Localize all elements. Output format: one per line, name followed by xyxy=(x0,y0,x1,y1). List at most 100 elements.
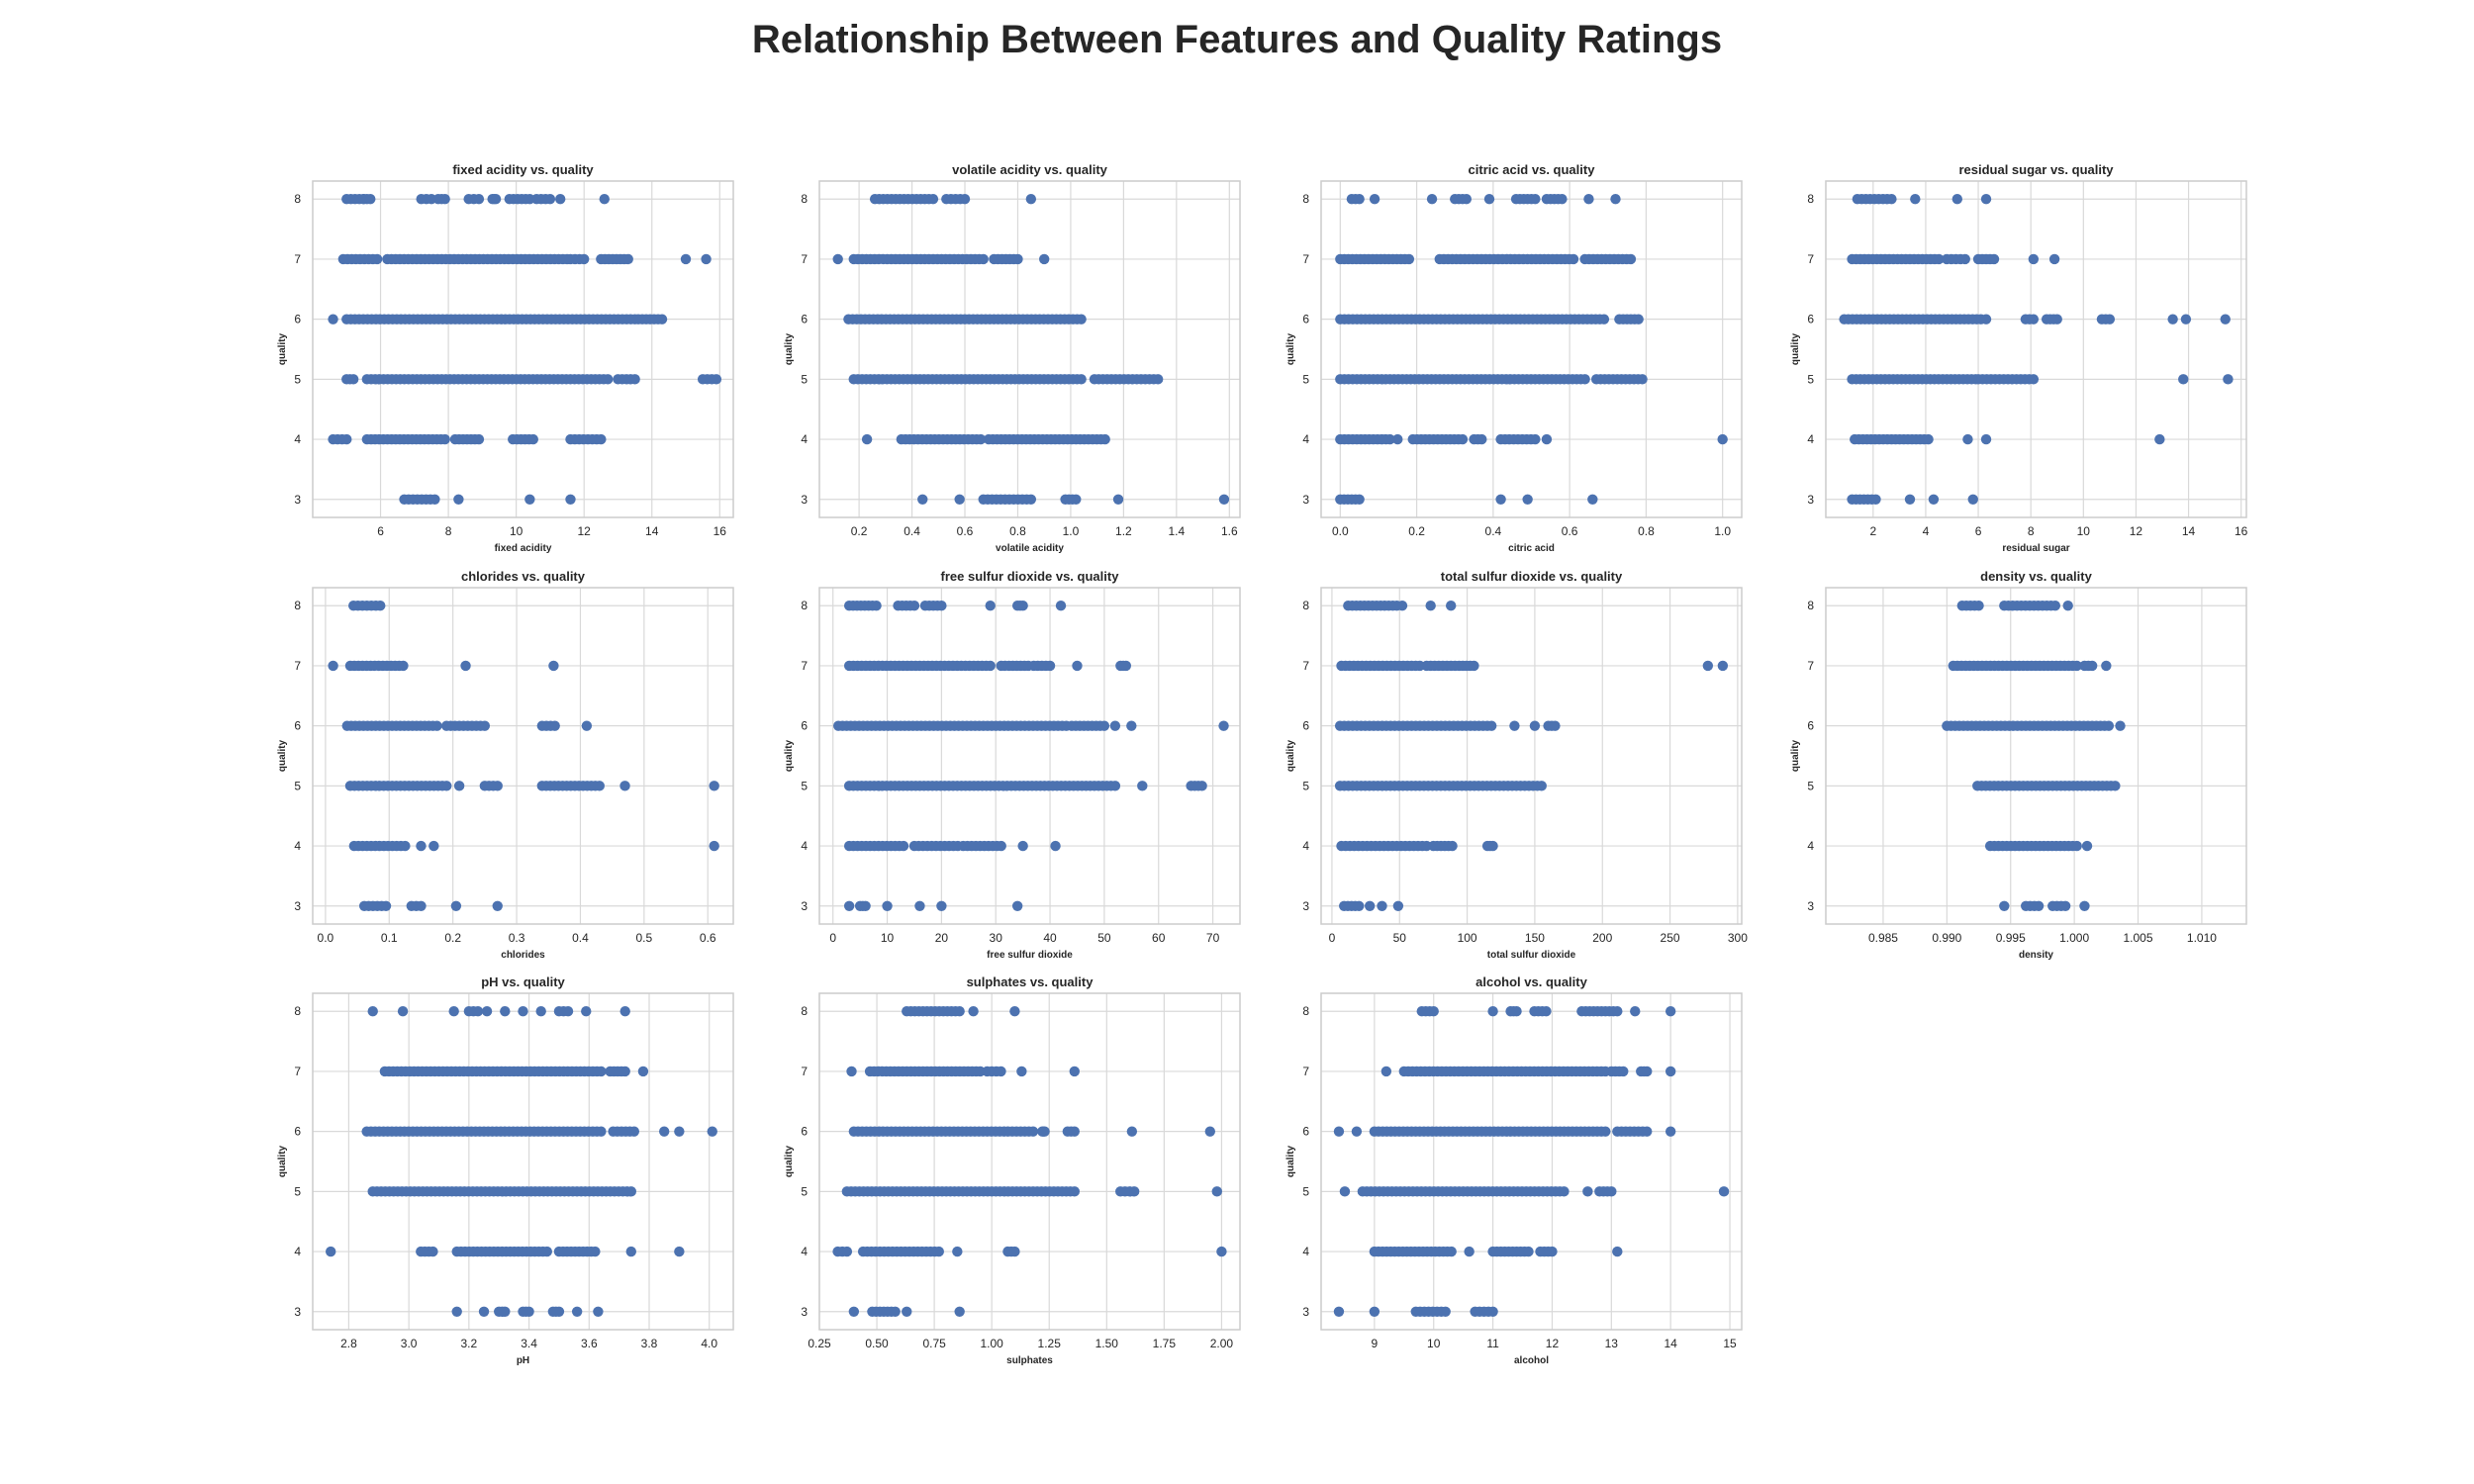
data-point xyxy=(1039,253,1050,265)
data-point xyxy=(1910,194,1921,205)
data-point xyxy=(2103,720,2115,731)
data-point xyxy=(555,194,566,205)
data-point xyxy=(1445,601,1457,611)
y-tick-label: 5 xyxy=(801,1184,808,1198)
y-tick-label: 7 xyxy=(1302,1065,1309,1078)
x-tick-label: 0.985 xyxy=(1868,931,1898,945)
data-point xyxy=(2071,840,2082,852)
x-tick-label: 0.2 xyxy=(851,524,868,538)
data-point xyxy=(968,1006,979,1017)
y-axis-label: quality xyxy=(1285,739,1296,772)
y-axis-label: quality xyxy=(277,1145,288,1177)
data-point xyxy=(1120,660,1132,672)
y-axis-label: quality xyxy=(1285,332,1296,365)
data-point xyxy=(832,253,843,265)
data-point xyxy=(490,194,502,205)
data-point xyxy=(2049,601,2061,611)
data-point xyxy=(1618,1066,1629,1077)
data-point xyxy=(1457,433,1469,445)
data-point xyxy=(709,840,719,852)
data-point xyxy=(2059,900,2071,911)
data-point xyxy=(479,720,491,731)
x-tick-label: 50 xyxy=(1393,931,1407,945)
y-tick-label: 8 xyxy=(801,1004,808,1018)
data-point xyxy=(478,1306,490,1317)
x-tick-label: 40 xyxy=(1043,931,1057,945)
data-point xyxy=(622,253,633,265)
data-point xyxy=(581,720,593,731)
data-point xyxy=(841,1246,853,1257)
data-point xyxy=(1069,1066,1080,1077)
y-tick-label: 7 xyxy=(1807,252,1814,266)
data-point xyxy=(1582,1186,1593,1197)
data-point xyxy=(882,900,893,911)
data-point xyxy=(1027,1126,1039,1137)
x-tick-label: 0.2 xyxy=(1408,524,1425,538)
data-point xyxy=(1557,194,1568,205)
x-tick-label: 0 xyxy=(829,931,836,945)
x-tick-label: 0.6 xyxy=(700,931,716,945)
data-point xyxy=(416,840,427,852)
data-point xyxy=(1642,1066,1653,1077)
x-tick-label: 3.6 xyxy=(581,1337,598,1350)
plot-frame xyxy=(312,180,734,518)
x-tick-label: 16 xyxy=(2235,524,2248,538)
data-point xyxy=(1633,314,1644,325)
data-point xyxy=(1112,494,1124,505)
plot-frame xyxy=(312,587,734,925)
data-point xyxy=(1196,781,1207,791)
data-point xyxy=(397,1006,409,1017)
data-point xyxy=(860,900,871,911)
x-axis-label: density xyxy=(2019,950,2053,961)
y-tick-label: 8 xyxy=(801,599,808,612)
data-point xyxy=(326,1246,336,1257)
data-point xyxy=(2071,660,2082,672)
x-tick-label: 16 xyxy=(714,524,727,538)
x-tick-label: 0.0 xyxy=(318,931,334,945)
data-point xyxy=(1009,1006,1020,1017)
data-point xyxy=(1025,194,1037,205)
x-tick-label: 15 xyxy=(1723,1337,1737,1350)
data-point xyxy=(1204,1126,1216,1137)
data-point xyxy=(628,1126,640,1137)
data-point xyxy=(1959,253,1970,265)
y-tick-label: 7 xyxy=(801,1065,808,1078)
data-point xyxy=(1464,1246,1475,1257)
data-point xyxy=(917,494,928,505)
x-axis-label: sulphates xyxy=(1006,1355,1053,1366)
data-point xyxy=(2051,314,2062,325)
y-tick-label: 3 xyxy=(801,493,808,507)
data-point xyxy=(565,494,576,505)
y-tick-label: 5 xyxy=(294,1184,301,1198)
data-point xyxy=(1665,1006,1676,1017)
data-point xyxy=(1072,660,1083,672)
y-tick-label: 8 xyxy=(1302,1004,1309,1018)
data-point xyxy=(1069,1126,1080,1137)
data-point xyxy=(451,1306,462,1317)
y-tick-label: 7 xyxy=(294,659,301,673)
x-axis-label: volatile acidity xyxy=(996,543,1064,554)
y-axis-label: quality xyxy=(1285,1145,1296,1177)
data-point xyxy=(429,494,440,505)
y-tick-label: 6 xyxy=(294,313,301,326)
data-point xyxy=(619,781,630,791)
x-tick-label: 200 xyxy=(1592,931,1612,945)
x-tick-label: 150 xyxy=(1525,931,1545,945)
data-point xyxy=(2101,660,2112,672)
y-tick-label: 6 xyxy=(801,313,808,326)
data-point xyxy=(553,1306,565,1317)
data-point xyxy=(1098,720,1110,731)
x-tick-label: 11 xyxy=(1486,1337,1499,1350)
data-point xyxy=(848,1306,860,1317)
data-point xyxy=(1606,1186,1617,1197)
x-tick-label: 1.50 xyxy=(1095,1337,1119,1350)
x-tick-label: 1.00 xyxy=(981,1337,1004,1350)
subplot-title: fixed acidity vs. quality xyxy=(452,162,594,177)
data-point xyxy=(2028,253,2040,265)
x-tick-label: 8 xyxy=(445,524,452,538)
data-point xyxy=(416,900,427,911)
data-point xyxy=(1630,1006,1641,1017)
data-point xyxy=(975,433,987,445)
plot-frame xyxy=(818,587,1241,925)
x-tick-label: 12 xyxy=(2130,524,2143,538)
